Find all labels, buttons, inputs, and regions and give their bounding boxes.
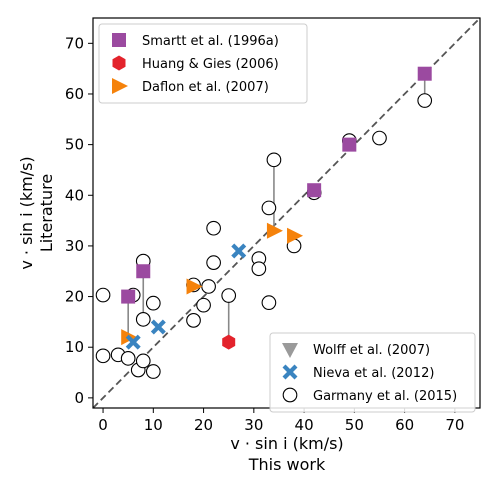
x-tick-label: 60 bbox=[395, 416, 414, 434]
garmany-data-point bbox=[95, 348, 111, 364]
legend-marker-garmany bbox=[282, 387, 298, 403]
legend-marker-daflon bbox=[112, 78, 128, 94]
garmany-data-point bbox=[266, 152, 282, 168]
y-axis-label: v · sin i (km/s) bbox=[17, 156, 36, 269]
y-tick-label: 60 bbox=[65, 85, 84, 103]
garmany-data-point bbox=[251, 261, 267, 277]
y-tick-label: 70 bbox=[65, 34, 84, 52]
legend-label-wolff: Wolff et al. (2007) bbox=[313, 343, 430, 358]
garmany-data-point bbox=[120, 351, 136, 366]
daflon-data-point bbox=[287, 227, 304, 244]
garmany-data-point bbox=[135, 353, 151, 369]
smartt-data-point bbox=[417, 66, 432, 81]
x-tick-label: 0 bbox=[98, 416, 108, 434]
legend-top-left: Smartt et al. (1996a) Huang & Gies (2006)… bbox=[98, 23, 308, 104]
smartt-data-point bbox=[136, 264, 151, 279]
garmany-data-point bbox=[206, 220, 221, 236]
legend-marker-smartt bbox=[112, 33, 126, 47]
legend-box bbox=[98, 23, 308, 104]
garmany-data-point bbox=[196, 297, 211, 313]
y-axis-sublabel: Literature bbox=[37, 174, 56, 252]
x-tick-label: 40 bbox=[295, 416, 314, 434]
garmany-data-point bbox=[186, 313, 201, 328]
garmany-data-point bbox=[417, 93, 433, 108]
y-tick-label: 30 bbox=[65, 237, 84, 255]
tick-layer: 0 10 20 30 40 50 60 70 0 10 20 30 40 50 60 70 bbox=[65, 34, 465, 434]
huang-data-point bbox=[222, 334, 236, 350]
data-point-layer bbox=[95, 66, 433, 379]
legend-label-garmany: Garmany et al. (2015) bbox=[313, 389, 457, 404]
legend-bottom-right: Wolff et al. (2007) Nieva et al. (2012) Ga… bbox=[269, 332, 476, 413]
nieva-data-point bbox=[150, 319, 166, 335]
smartt-data-point bbox=[121, 289, 136, 304]
x-axis-sublabel: This work bbox=[248, 455, 326, 474]
one-to-one-reference-line bbox=[93, 18, 480, 408]
reference-line-layer bbox=[93, 18, 480, 408]
x-axis-label: v · sin i (km/s) bbox=[230, 434, 343, 453]
legend-marker-wolff bbox=[282, 343, 298, 358]
x-tick-label: 30 bbox=[244, 416, 263, 434]
garmany-data-point bbox=[221, 288, 237, 303]
y-tick-label: 10 bbox=[65, 338, 84, 356]
y-tick-label: 0 bbox=[74, 389, 84, 407]
x-tick-label: 10 bbox=[144, 416, 163, 434]
daflon-data-point bbox=[266, 222, 283, 239]
legend-box bbox=[269, 332, 476, 413]
x-tick-label: 20 bbox=[194, 416, 213, 434]
daflon-data-point bbox=[186, 278, 203, 295]
y-tick-label: 20 bbox=[65, 288, 84, 306]
garmany-data-point bbox=[201, 279, 216, 294]
legend-marker-huang bbox=[112, 55, 126, 71]
legend-label-huang: Huang & Gies (2006) bbox=[142, 57, 279, 72]
nieva-data-point bbox=[231, 243, 247, 259]
x-tick-label: 70 bbox=[445, 416, 464, 434]
x-tick-label: 50 bbox=[345, 416, 364, 434]
garmany-data-point bbox=[145, 295, 161, 311]
legend-marker-nieva bbox=[282, 364, 298, 380]
y-tick-label: 40 bbox=[65, 186, 84, 204]
legend-label-daflon: Daflon et al. (2007) bbox=[142, 80, 269, 95]
smartt-data-point bbox=[342, 137, 357, 152]
garmany-data-point bbox=[135, 312, 151, 327]
legend-label-nieva: Nieva et al. (2012) bbox=[313, 366, 434, 381]
garmany-data-point bbox=[261, 295, 277, 310]
nieva-data-point bbox=[125, 334, 141, 350]
garmany-data-point bbox=[261, 200, 277, 216]
garmany-data-point bbox=[145, 364, 161, 379]
y-tick-label: 50 bbox=[65, 136, 84, 154]
smartt-data-point bbox=[307, 183, 322, 198]
legend-label-smartt: Smartt et al. (1996a) bbox=[142, 34, 279, 49]
garmany-data-point bbox=[95, 287, 111, 303]
garmany-data-point bbox=[206, 255, 221, 270]
garmany-data-point bbox=[372, 130, 387, 146]
